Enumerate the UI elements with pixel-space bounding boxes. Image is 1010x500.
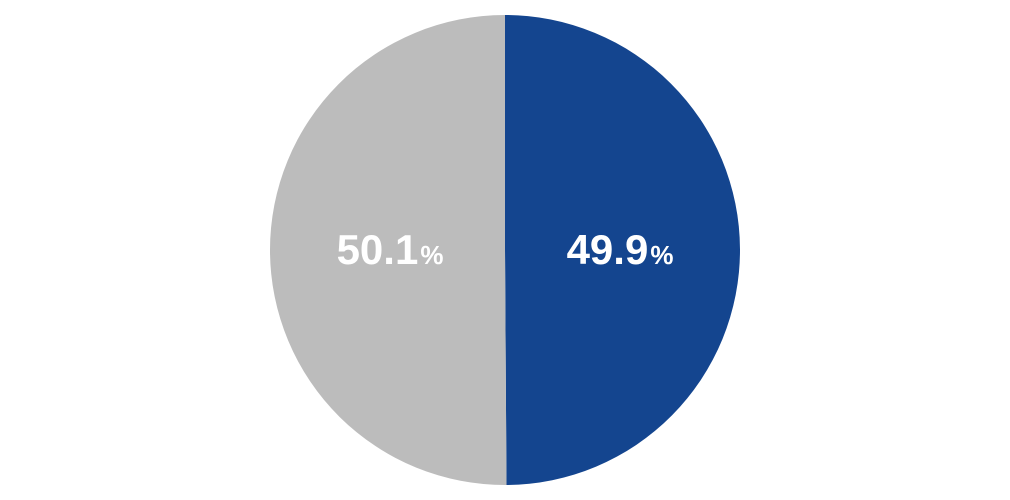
pie-chart [0,0,1010,500]
pie-slice-left [270,15,506,485]
chart-stage: 49.9%50.1% [0,0,1010,500]
pie-slice-right [505,15,740,485]
